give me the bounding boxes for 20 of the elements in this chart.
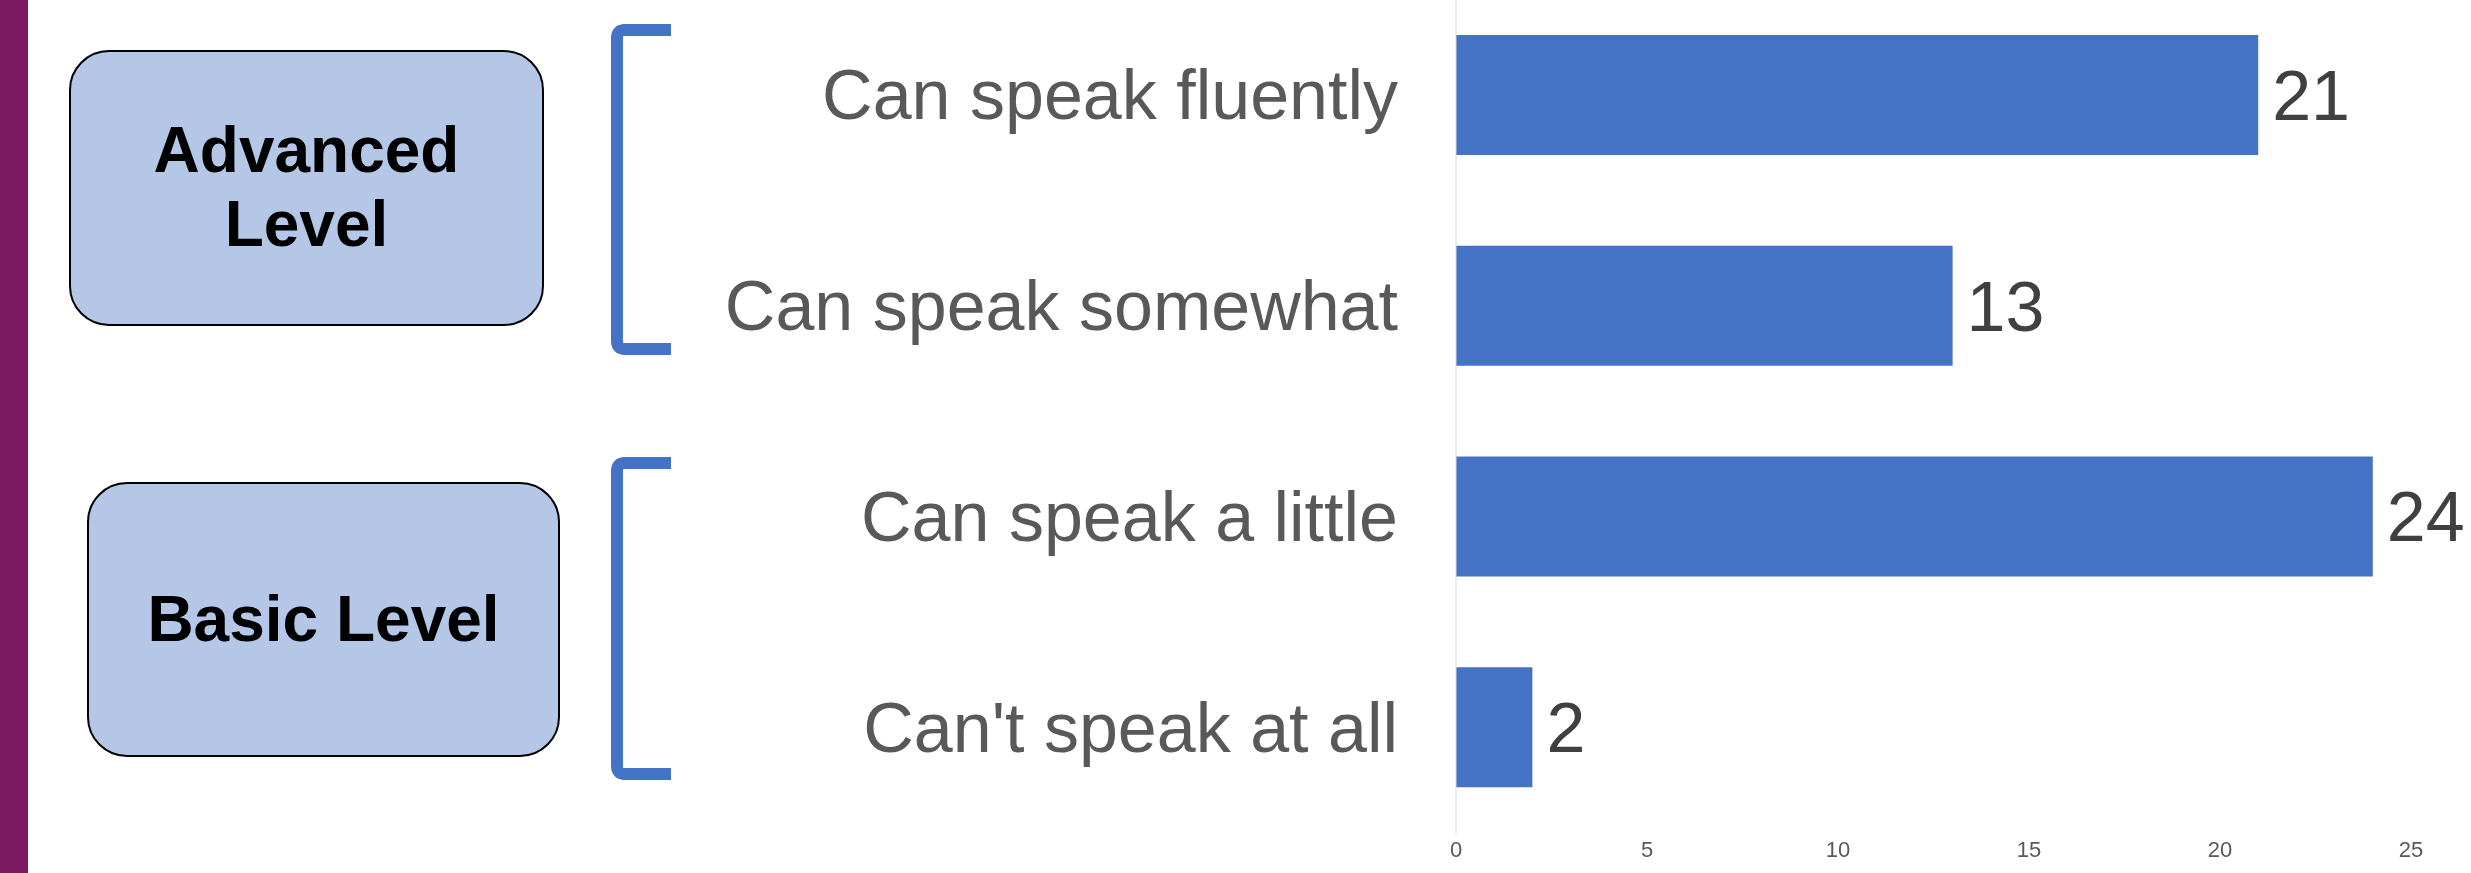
x-tick-label: 10 bbox=[1825, 836, 1851, 862]
y-tick-label: Can't speak at all bbox=[863, 688, 1398, 767]
x-tick-label: 5 bbox=[1640, 836, 1654, 862]
data-label: 24 bbox=[2386, 478, 2465, 557]
x-tick-label: 0 bbox=[1449, 836, 1463, 862]
bar bbox=[1456, 35, 2259, 155]
y-tick-label: Can speak fluently bbox=[822, 56, 1398, 135]
x-tick-label: 15 bbox=[2016, 836, 2042, 862]
data-label: 13 bbox=[1966, 267, 2045, 346]
bar bbox=[1456, 456, 2373, 577]
data-label: 21 bbox=[2272, 56, 2351, 135]
x-tick-label: 25 bbox=[2398, 836, 2424, 862]
bar bbox=[1456, 667, 1533, 788]
bar bbox=[1456, 245, 1953, 366]
x-tick-label: 20 bbox=[2207, 836, 2233, 862]
y-tick-label: Can speak a little bbox=[861, 477, 1398, 556]
y-tick-label: Can speak somewhat bbox=[724, 267, 1398, 346]
text: Advanced Level bbox=[152, 114, 461, 262]
data-label: 2 bbox=[1546, 689, 1586, 768]
text: Basic Level bbox=[147, 582, 500, 657]
